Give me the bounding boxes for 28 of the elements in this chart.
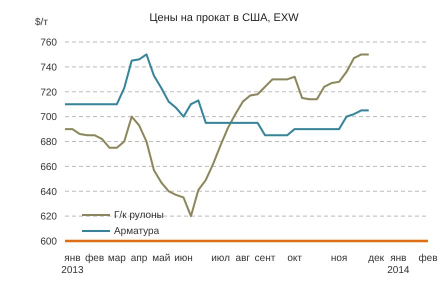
x-tick-label: фев <box>85 253 104 264</box>
x-tick-label: июл <box>211 253 230 264</box>
x-tick-label: апр <box>130 253 148 264</box>
x-tick-label: авг <box>236 253 250 264</box>
y-tick-label: 680 <box>40 137 58 148</box>
y-tick-label: 660 <box>40 162 58 173</box>
y-tick-label: 600 <box>40 236 58 248</box>
x-tick-label: мар <box>108 253 126 264</box>
x-tick-label: май <box>152 253 170 264</box>
y-tick-label: 760 <box>40 38 58 49</box>
x-tick-label: июн <box>174 253 193 264</box>
y-tick-label: 720 <box>40 87 58 98</box>
line-series <box>64 53 370 136</box>
x-tick-label: фев <box>418 253 438 264</box>
y-tick-label: 620 <box>40 212 58 223</box>
chart-title: Цены на прокат в США, EXW <box>149 12 299 24</box>
legend-label: Г/к рулоны <box>114 210 164 220</box>
legend-label: Арматура <box>114 226 160 236</box>
y-tick-label: 740 <box>40 62 58 74</box>
y-tick-label: 700 <box>40 112 58 124</box>
x-tick-label: сент <box>254 253 276 264</box>
x-tick-label: янв 2014 <box>387 253 410 276</box>
x-tick-label: янв 2013 <box>61 253 84 276</box>
y-axis-title: $/т <box>35 17 48 28</box>
y-tick-label: 640 <box>40 186 58 198</box>
x-tick-label: ноя <box>330 253 348 264</box>
x-tick-label: окт <box>287 253 302 264</box>
x-tick-label: дек <box>368 253 385 264</box>
